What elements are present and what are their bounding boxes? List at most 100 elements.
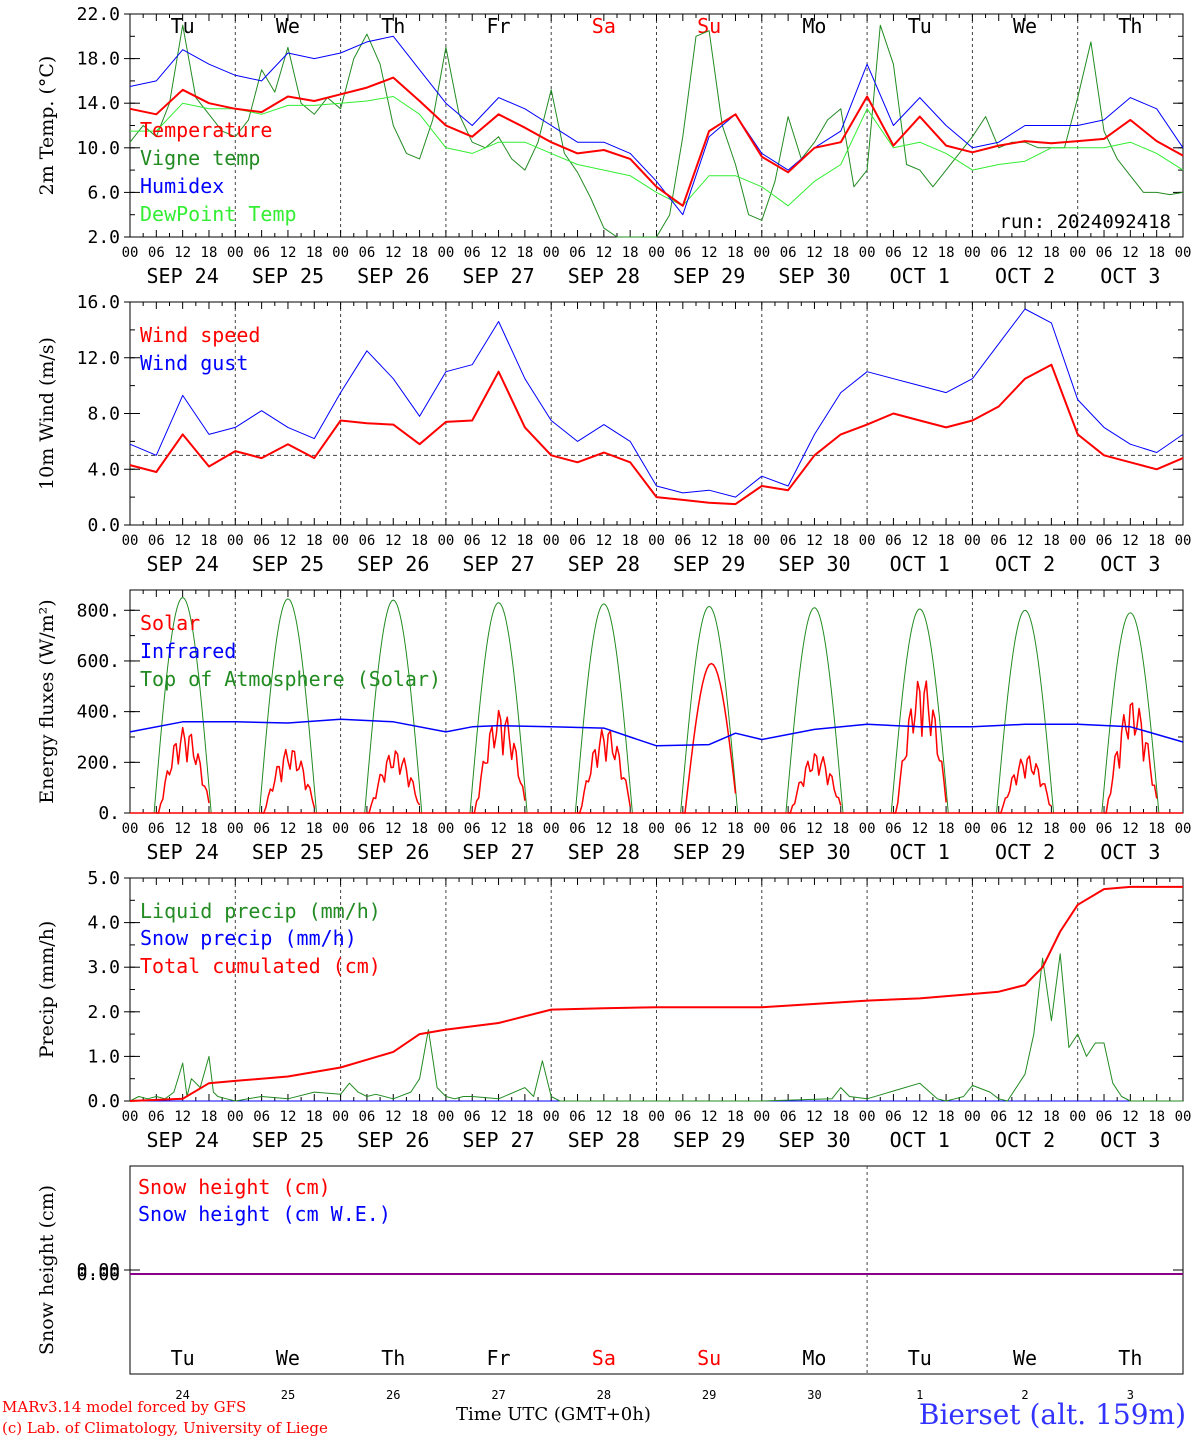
- weekday-label: Mo: [802, 14, 826, 38]
- date-label: SEP 29: [673, 264, 745, 288]
- day-number-label: 30: [807, 1388, 821, 1400]
- weekday-label: Sa: [592, 1346, 616, 1370]
- toa-arc: [1099, 612, 1162, 814]
- hour-label: 12: [595, 1109, 612, 1125]
- date-label: OCT 1: [890, 264, 950, 288]
- hour-label: 00: [1069, 1109, 1086, 1125]
- date-label: SEP 29: [673, 552, 745, 576]
- weekday-label: We: [276, 14, 300, 38]
- weekday-label: Th: [1118, 1346, 1142, 1370]
- hour-label: 12: [490, 533, 507, 549]
- date-label: OCT 3: [1100, 1128, 1160, 1152]
- hour-label: 12: [174, 245, 191, 261]
- hour-label: 12: [385, 1109, 402, 1125]
- hour-label: 18: [727, 1109, 744, 1125]
- solar-curve: [261, 748, 316, 814]
- legend-entry: DewPoint Temp: [140, 202, 297, 226]
- hour-label: 06: [674, 821, 691, 837]
- day-number-label: 1: [916, 1388, 923, 1400]
- solar-curve: [893, 680, 947, 814]
- legend-entry: Wind gust: [140, 351, 248, 375]
- hour-label: 06: [885, 533, 902, 549]
- y-tick-label: 8.0: [87, 404, 120, 425]
- hour-label: 12: [174, 821, 191, 837]
- hour-label: 18: [306, 245, 323, 261]
- hour-label: 12: [1017, 821, 1034, 837]
- date-label: SEP 25: [252, 264, 324, 288]
- hour-label: 00: [859, 1109, 876, 1125]
- date-label: SEP 28: [568, 1128, 640, 1152]
- hour-label: 12: [806, 821, 823, 837]
- hour-label: 06: [1096, 1109, 1113, 1125]
- y-tick-label: 5.0: [87, 868, 120, 889]
- hour-label: 00: [122, 245, 139, 261]
- date-label: OCT 1: [890, 840, 950, 864]
- date-label: SEP 27: [462, 264, 534, 288]
- hour-label: 06: [780, 1109, 797, 1125]
- panel-5: 0.00 Snow height (cm) 0.00 Tu We Th Fr Sa Su Mo Tu…: [36, 1165, 1184, 1400]
- hour-label: 12: [385, 821, 402, 837]
- hour-label: 12: [806, 533, 823, 549]
- hour-label: 18: [411, 533, 428, 549]
- legend-entry: Temperature: [140, 118, 272, 142]
- date-label: OCT 3: [1100, 552, 1160, 576]
- hour-label: 12: [595, 821, 612, 837]
- y-tick-label: 0.0: [87, 1091, 120, 1112]
- date-label: OCT 3: [1100, 840, 1160, 864]
- legend-entry: Solar: [140, 611, 200, 635]
- hour-label: 18: [1043, 821, 1060, 837]
- hour-label: 00: [1069, 533, 1086, 549]
- series-line: [129, 885, 1183, 1102]
- hour-label: 18: [1148, 533, 1165, 549]
- series-line: [129, 35, 1184, 216]
- solar-curve: [788, 753, 842, 814]
- hour-label: 18: [1148, 821, 1165, 837]
- date-label: SEP 30: [778, 552, 850, 576]
- hour-label: 00: [543, 1109, 560, 1125]
- date-label: OCT 2: [995, 1128, 1055, 1152]
- date-label: SEP 25: [252, 1128, 324, 1152]
- lab-credit: (c) Lab. of Climatology, University of L…: [2, 1419, 328, 1437]
- hour-label: 00: [332, 533, 349, 549]
- date-label: OCT 3: [1100, 264, 1160, 288]
- hour-label: 12: [806, 245, 823, 261]
- hour-label: 18: [201, 245, 218, 261]
- y-axis-label: Precip (mm/h): [36, 921, 58, 1059]
- y-tick-label: 6.0: [87, 182, 120, 203]
- legend-entry: Humidex: [140, 174, 224, 198]
- hour-label: 18: [622, 821, 639, 837]
- hour-label: 18: [201, 821, 218, 837]
- hour-label: 06: [358, 533, 375, 549]
- hour-label: 12: [490, 1109, 507, 1125]
- date-label: SEP 27: [462, 1128, 534, 1152]
- hour-label: 00: [753, 821, 770, 837]
- solar-curve: [577, 729, 631, 814]
- hour-label: 18: [411, 245, 428, 261]
- hour-label: 00: [648, 1109, 665, 1125]
- hour-label: 18: [727, 821, 744, 837]
- legend-entry: Infrared: [140, 639, 236, 663]
- hour-label: 12: [490, 821, 507, 837]
- hour-label: 06: [674, 533, 691, 549]
- hour-label: 18: [938, 1109, 955, 1125]
- hour-label: 06: [253, 1109, 270, 1125]
- hour-label: 00: [1069, 821, 1086, 837]
- y-tick-label: 12.0: [77, 348, 120, 369]
- weekday-label: We: [276, 1346, 300, 1370]
- weekday-label: Th: [381, 1346, 405, 1370]
- date-label: SEP 28: [568, 552, 640, 576]
- date-label: SEP 28: [568, 264, 640, 288]
- hour-label: 06: [780, 533, 797, 549]
- hour-label: 00: [227, 245, 244, 261]
- hour-label: 00: [964, 245, 981, 261]
- hour-label: 12: [280, 1109, 297, 1125]
- series-line: [129, 953, 1183, 1102]
- hour-label: 18: [622, 245, 639, 261]
- hour-label: 00: [122, 533, 139, 549]
- hour-label: 00: [964, 821, 981, 837]
- toa-arc: [257, 598, 319, 814]
- hour-label: 12: [1122, 1109, 1139, 1125]
- hour-label: 18: [516, 1109, 533, 1125]
- hour-label: 06: [358, 1109, 375, 1125]
- date-label: SEP 26: [357, 840, 429, 864]
